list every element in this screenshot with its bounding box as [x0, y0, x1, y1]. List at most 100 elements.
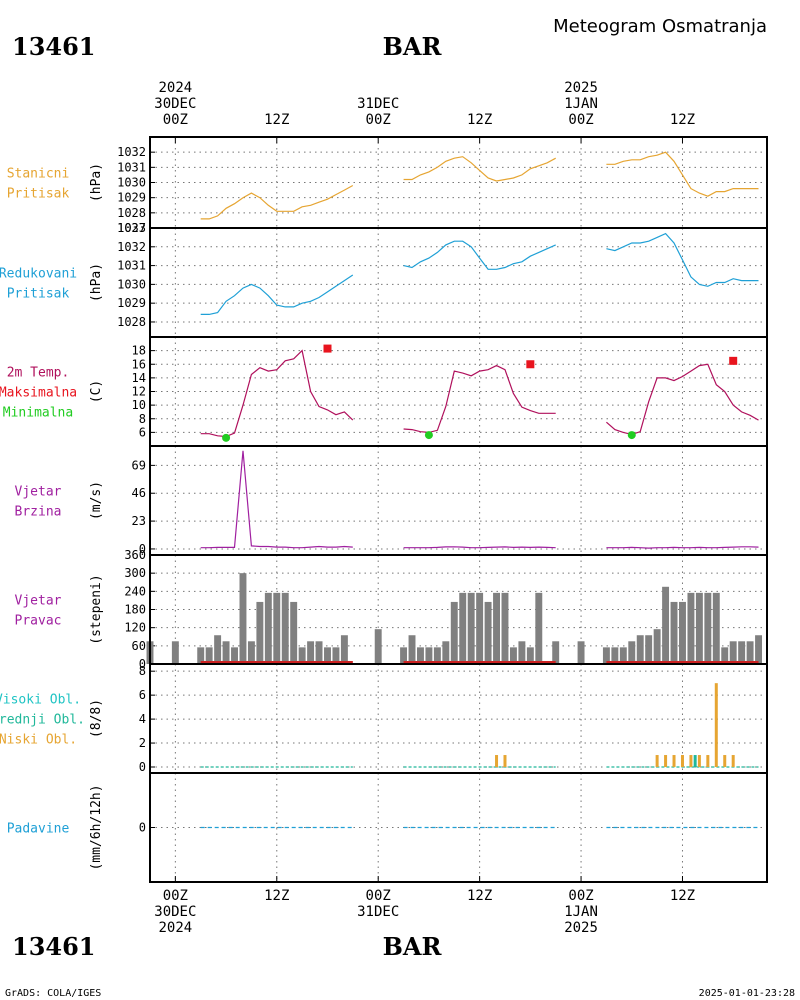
panel-label: Pritisak: [7, 287, 70, 302]
footer-timestamp: 2025-01-01-23:28: [699, 988, 795, 999]
y-tick-label: 60: [132, 639, 146, 653]
wind-direction-bar: [281, 592, 289, 664]
time-axis-label-bottom: 12Z: [467, 888, 492, 904]
wind_speed-series-line: [200, 450, 353, 549]
y-tick-label: 120: [124, 621, 146, 635]
time-axis-label-top: 30DEC: [154, 96, 196, 112]
wind-direction-bar: [611, 647, 619, 664]
wind-direction-bar: [324, 647, 331, 664]
wind-direction-bar: [526, 647, 534, 664]
time-axis-label-bottom: 30DEC: [154, 904, 196, 920]
wind-direction-bar: [256, 601, 264, 664]
y-tick-label: 0: [139, 542, 146, 556]
y-tick-label: 46: [132, 486, 146, 500]
cloud-bar: [731, 755, 735, 768]
time-axis-label-bottom: 31DEC: [357, 904, 399, 920]
wind-direction-bar: [417, 647, 424, 664]
time-axis-label-top: 12Z: [467, 112, 492, 128]
plot-frame: [149, 136, 768, 883]
y-tick-label: 0: [139, 821, 146, 835]
cloud-bar: [689, 755, 693, 768]
wind-direction-bar: [205, 647, 213, 664]
station-id-bottom: 13461: [12, 932, 96, 961]
y-tick-label: 240: [124, 584, 146, 598]
wind-direction-bar: [197, 647, 205, 664]
y-tick-label: 1031: [117, 259, 146, 273]
y-tick-label: 300: [124, 566, 146, 580]
wind-direction-bar: [679, 601, 686, 664]
wind-direction-bar: [459, 592, 467, 664]
y-tick-label: 1028: [117, 206, 146, 220]
wind-direction-bar: [755, 635, 763, 664]
y-tick-label: 2: [139, 736, 146, 750]
wind-direction-bar: [332, 647, 340, 664]
cloud-bar: [503, 755, 507, 768]
cloud-bar: [714, 683, 718, 768]
wind-direction-bar: [231, 647, 238, 664]
wind-direction-bar: [518, 641, 526, 664]
panel-label: Vjetar: [15, 594, 62, 609]
y-tick-label: 1028: [117, 315, 146, 329]
cloud-bar: [693, 755, 697, 768]
max-temp-marker: [526, 360, 535, 369]
y-tick-label: 1029: [117, 296, 146, 310]
wind-direction-bar: [746, 641, 754, 664]
time-axis-label-top: 00Z: [163, 112, 188, 128]
panel-label: Stanicni: [7, 167, 70, 182]
max-temp-marker: [323, 344, 332, 353]
wind-direction-bar: [433, 647, 441, 664]
wind_speed-series-line: [606, 546, 759, 549]
wind-direction-bar: [670, 601, 678, 664]
panel-label: Redukovani: [0, 267, 77, 282]
y-tick-label: 4: [139, 712, 146, 726]
station-id-top: 13461: [12, 32, 96, 61]
wind-direction-bar: [171, 641, 179, 664]
wind-direction-bar: [442, 641, 450, 664]
time-axis-label-bottom: 2024: [158, 920, 192, 936]
wind_speed-series-line: [403, 546, 556, 549]
time-axis-label-bottom: 00Z: [366, 888, 391, 904]
y-tick-label: 1032: [117, 240, 146, 254]
panel-label: Vjetar: [15, 485, 62, 500]
time-axis-label-bottom: 00Z: [163, 888, 188, 904]
time-axis-label-top: 2025: [564, 80, 598, 96]
wind-direction-bar: [315, 641, 323, 664]
station-name-bottom: BAR: [383, 932, 443, 961]
y-tick-label: 6: [139, 688, 146, 702]
min-temp-marker: [627, 431, 636, 440]
y-tick-label: 0: [139, 760, 146, 774]
wind-direction-bar: [628, 641, 636, 664]
y-tick-label: 1030: [117, 277, 146, 291]
panel-label: Srednji Obl.: [0, 713, 85, 728]
y-tick-label: 16: [132, 357, 146, 371]
wind-direction-bar: [509, 647, 517, 664]
reduced_pressure-series-line: [403, 240, 556, 270]
time-axis-label-top: 12Z: [670, 112, 695, 128]
wind-direction-bar: [264, 592, 272, 664]
wind-direction-bar: [687, 592, 695, 664]
reduced_pressure-series-line: [606, 232, 759, 287]
wind-direction-bar: [476, 592, 484, 664]
time-axis-label-top: 31DEC: [357, 96, 399, 112]
y-tick-label: 0: [139, 657, 146, 671]
axis-unit-label: (m/s): [89, 481, 104, 520]
wind-direction-bar: [247, 641, 255, 664]
y-tick-label: 8: [139, 664, 146, 678]
wind-direction-bar: [729, 641, 737, 664]
wind-direction-bar: [636, 635, 644, 664]
axis-unit-label: (mm/6h/12h): [89, 784, 104, 870]
wind-direction-bar: [307, 641, 315, 664]
panel-label: Niski Obl.: [0, 733, 77, 748]
wind-direction-bar: [645, 635, 653, 664]
y-tick-label: 10: [132, 398, 146, 412]
y-tick-label: 18: [132, 344, 146, 358]
wind-direction-bar: [535, 592, 543, 664]
min-temp-marker: [222, 433, 231, 442]
wind-direction-bar: [273, 592, 281, 664]
y-tick-label: 360: [124, 548, 146, 562]
y-tick-label: 180: [124, 603, 146, 617]
wind-direction-bar: [298, 647, 306, 664]
cloud-bar: [655, 755, 659, 768]
time-axis-label-bottom: 12Z: [670, 888, 695, 904]
axis-unit-label: (hPa): [89, 263, 104, 302]
